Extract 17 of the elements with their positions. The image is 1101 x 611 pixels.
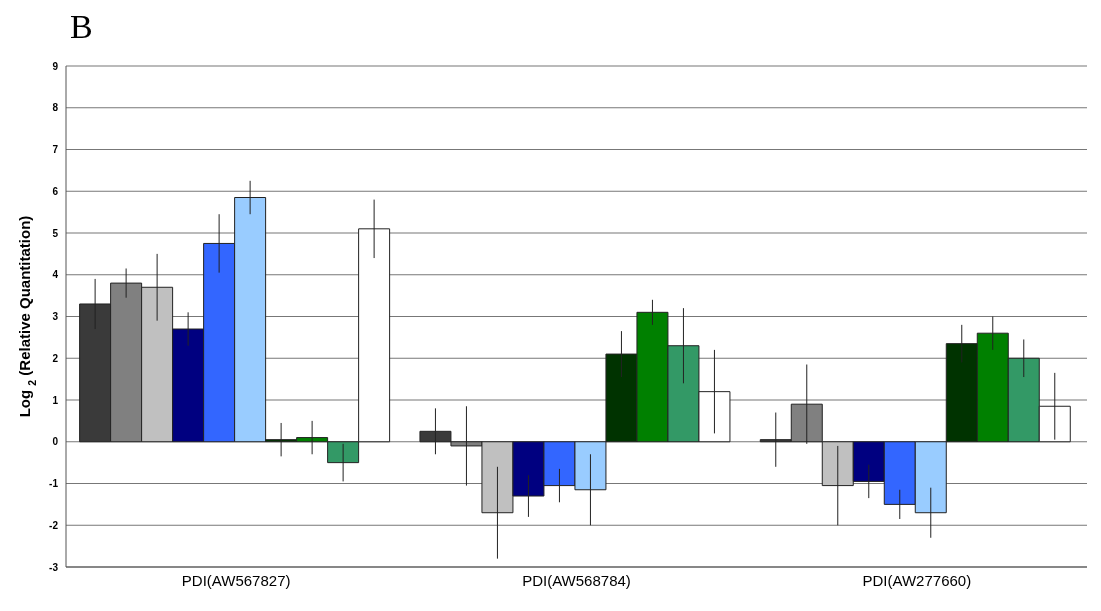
y-tick-label: 9 (52, 60, 59, 72)
y-tick-label: -3 (49, 561, 59, 573)
y-tick-label: 5 (52, 227, 59, 239)
x-tick-label: PDI(AW277660) (862, 571, 972, 589)
y-tick-label: 1 (52, 394, 59, 406)
y-tick-label: 7 (52, 144, 59, 156)
y-tick-label: 8 (52, 102, 59, 114)
x-tick-label: PDI(AW567827) (181, 571, 291, 589)
y-tick-label: 4 (52, 269, 59, 281)
y-tick-label: -2 (49, 519, 59, 531)
y-tick-label: -1 (49, 478, 59, 490)
y-tick-label: 6 (52, 185, 59, 197)
y-tick-label: 2 (52, 352, 59, 364)
y-tick-label: 0 (52, 436, 59, 448)
chart-title: B (70, 8, 93, 46)
y-tick-label: 3 (52, 311, 59, 323)
x-tick-label: PDI(AW568784) (522, 571, 631, 589)
